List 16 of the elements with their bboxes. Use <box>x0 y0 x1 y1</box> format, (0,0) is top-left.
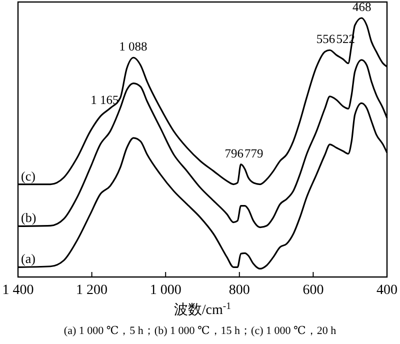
x-tick-label: 1 000 <box>150 283 182 298</box>
series-label: (c) <box>21 168 36 184</box>
annotation: 1 088 <box>119 40 148 54</box>
series-label: (b) <box>21 210 36 226</box>
x-tick-label: 1 200 <box>76 283 108 298</box>
annotation: 779 <box>244 146 264 160</box>
x-tick-label: 600 <box>302 283 324 298</box>
annotation: 796 <box>224 146 244 160</box>
x-tick-label: 400 <box>376 283 398 298</box>
x-tick-label: 800 <box>228 283 250 298</box>
annotation: 468 <box>352 0 372 14</box>
text: (a) 1 000 ℃，5 h；(b) 1 000 ℃，15 h；(c) 1 000 ℃，20 h <box>64 325 337 337</box>
annotation: 556 <box>316 32 336 46</box>
x-axis-title: 波数/cm$^{-1}$ <box>174 300 232 318</box>
series-label: (a) <box>21 251 36 266</box>
x-tick-label: 1 400 <box>2 283 34 298</box>
